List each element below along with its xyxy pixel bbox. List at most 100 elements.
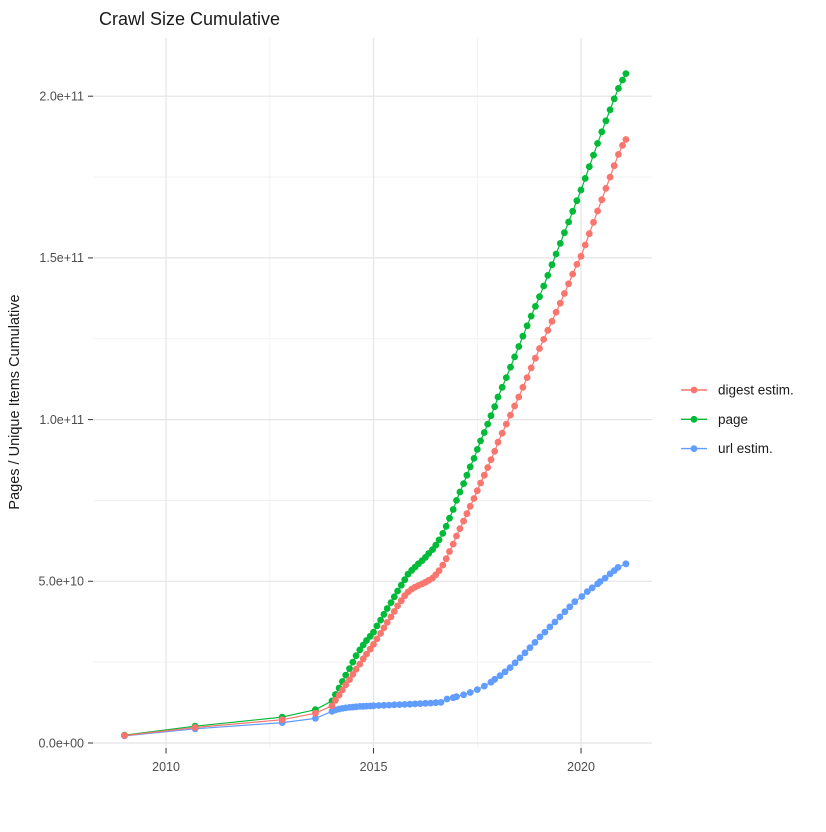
data-point: [356, 660, 364, 668]
data-point: [446, 548, 453, 555]
data-point: [561, 290, 568, 297]
data-point: [390, 701, 398, 709]
data-point: [556, 613, 564, 621]
data-point: [346, 676, 353, 683]
data-point: [494, 438, 502, 446]
data-point: [622, 136, 630, 143]
data-point: [552, 250, 560, 258]
data-point: [377, 630, 384, 637]
data-point: [390, 593, 398, 601]
data-point: [442, 555, 450, 563]
legend-item-page: page: [681, 412, 748, 427]
data-point: [536, 293, 543, 301]
data-point: [552, 308, 560, 316]
data-point: [602, 117, 610, 125]
axis-ticks-and-labels: 0.0e+00 5.0e+10 1.0e+11 1.5e+11 2.0e+11 2010 2…: [38, 90, 595, 774]
data-point: [466, 502, 474, 510]
data-point: [473, 686, 481, 693]
data-point: [622, 560, 630, 568]
data-series: [121, 70, 630, 740]
data-point: [349, 671, 357, 678]
legend-label: page: [718, 412, 748, 427]
data-point: [622, 70, 630, 77]
data-point: [383, 605, 391, 612]
data-point: [380, 701, 388, 709]
data-point: [501, 668, 509, 676]
data-point: [484, 464, 492, 471]
data-point: [380, 610, 388, 618]
legend-key-point: [690, 445, 698, 452]
data-point: [556, 240, 564, 247]
data-point: [387, 599, 395, 606]
data-point: [484, 420, 492, 428]
data-point: [411, 700, 419, 708]
data-point: [494, 393, 502, 401]
data-point: [480, 682, 488, 690]
data-point: [432, 541, 440, 549]
data-point: [480, 471, 488, 479]
data-point: [473, 487, 481, 495]
data-point: [352, 665, 360, 673]
data-point: [406, 700, 414, 708]
y-tick-label: 0.0e+00: [38, 736, 84, 750]
data-point: [540, 336, 548, 343]
x-tick-label: 2010: [152, 760, 180, 774]
data-point: [491, 403, 499, 411]
data-point: [370, 628, 377, 636]
data-point: [619, 142, 626, 149]
data-point: [373, 622, 381, 630]
data-point: [443, 695, 451, 703]
data-point: [435, 567, 443, 574]
data-point: [473, 446, 481, 453]
data-point: [394, 602, 401, 610]
data-point: [328, 702, 336, 710]
y-tick-label: 5.0e+10: [38, 575, 84, 589]
data-point: [515, 343, 523, 350]
data-point: [487, 412, 495, 420]
data-point: [578, 593, 586, 600]
data-point: [487, 456, 495, 464]
data-point: [590, 218, 597, 226]
data-point: [585, 230, 593, 238]
y-tick-label: 2.0e+11: [39, 90, 84, 104]
data-point: [383, 619, 391, 626]
data-point: [531, 639, 539, 646]
data-point: [569, 207, 577, 215]
data-point: [397, 581, 405, 589]
data-point: [498, 429, 506, 437]
data-point: [536, 345, 543, 352]
data-point: [577, 186, 585, 194]
data-point: [541, 628, 549, 636]
data-point: [606, 106, 614, 114]
series-line: [124, 563, 627, 737]
series-page: [121, 70, 630, 739]
data-point: [477, 479, 484, 487]
data-point: [601, 574, 609, 582]
data-point: [594, 207, 601, 215]
data-point: [437, 699, 445, 706]
data-point: [460, 691, 467, 699]
data-point: [551, 618, 559, 626]
data-point: [573, 261, 581, 268]
data-point: [387, 613, 395, 621]
data-point: [615, 85, 622, 92]
data-point: [352, 652, 360, 660]
data-point: [446, 514, 453, 522]
data-point: [363, 650, 370, 658]
series-url-estim: [121, 560, 630, 740]
data-point: [573, 197, 581, 205]
data-point: [335, 691, 343, 699]
data-point: [506, 664, 514, 671]
data-point: [519, 383, 527, 391]
data-point: [523, 374, 531, 381]
data-point: [532, 354, 539, 362]
legend-label: digest estim.: [718, 383, 794, 398]
data-point: [527, 312, 535, 320]
data-point: [561, 229, 568, 237]
legend-label: url estim.: [718, 441, 773, 456]
legend-key-point: [690, 386, 698, 394]
data-point: [491, 447, 499, 455]
data-point: [396, 701, 403, 708]
